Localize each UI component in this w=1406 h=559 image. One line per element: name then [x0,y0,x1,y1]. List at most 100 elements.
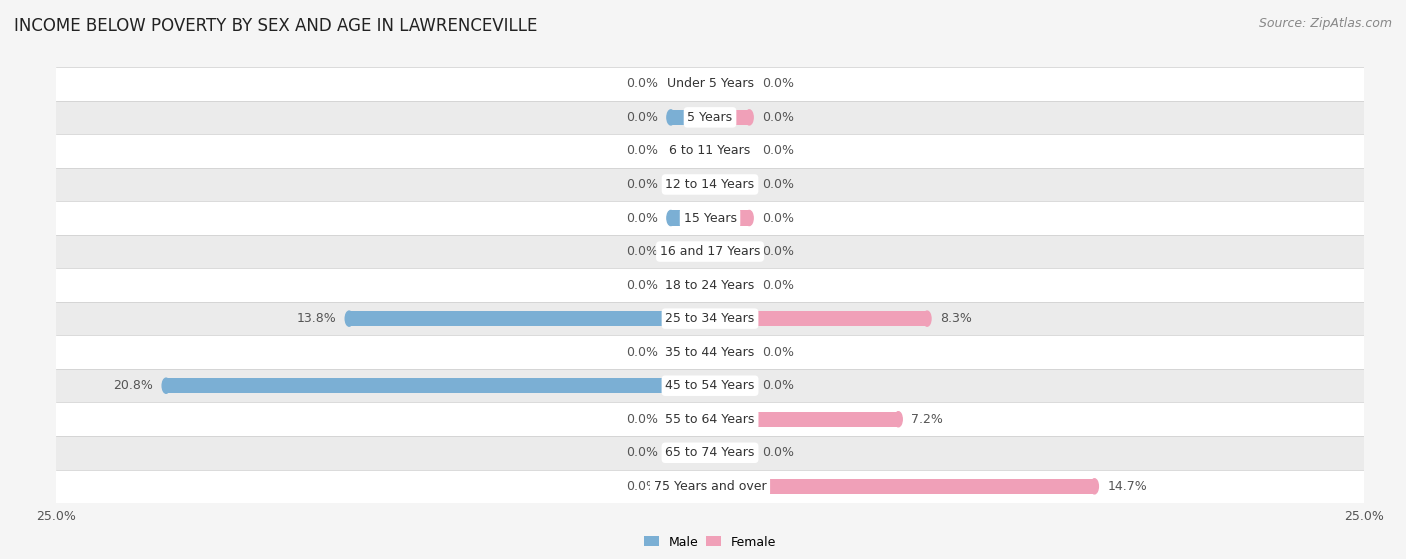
Ellipse shape [666,211,675,225]
Ellipse shape [666,479,675,494]
Text: 0.0%: 0.0% [626,111,658,124]
Text: 35 to 44 Years: 35 to 44 Years [665,345,755,359]
Text: 0.0%: 0.0% [762,278,794,292]
Text: 0.0%: 0.0% [762,178,794,191]
Bar [56,302,1364,335]
Bar [710,378,749,394]
Bar [56,335,1364,369]
Text: 25 to 34 Years: 25 to 34 Years [665,312,755,325]
Ellipse shape [745,277,754,292]
Bar [56,67,1364,101]
Text: 0.0%: 0.0% [762,345,794,359]
Bar [710,344,749,360]
Text: 20.8%: 20.8% [112,379,153,392]
Bar [710,311,927,326]
Bar [56,369,1364,402]
Text: 0.0%: 0.0% [762,245,794,258]
Bar [710,144,749,159]
Text: Under 5 Years: Under 5 Years [666,77,754,91]
Bar [56,436,1364,470]
Ellipse shape [666,411,675,427]
Text: 0.0%: 0.0% [762,144,794,158]
Text: 0.0%: 0.0% [626,278,658,292]
Text: INCOME BELOW POVERTY BY SEX AND AGE IN LAWRENCEVILLE: INCOME BELOW POVERTY BY SEX AND AGE IN L… [14,17,537,35]
Text: 12 to 14 Years: 12 to 14 Years [665,178,755,191]
Bar [671,110,710,125]
Bar [710,277,749,292]
Text: 7.2%: 7.2% [911,413,943,426]
Bar [710,76,749,91]
Bar [56,268,1364,302]
Text: 8.3%: 8.3% [941,312,972,325]
Bar [710,411,898,427]
Bar [710,445,749,461]
Ellipse shape [745,378,754,394]
Text: 0.0%: 0.0% [626,77,658,91]
Text: 0.0%: 0.0% [762,379,794,392]
Bar [671,144,710,159]
Text: 16 and 17 Years: 16 and 17 Years [659,245,761,258]
Ellipse shape [666,277,675,292]
Text: 0.0%: 0.0% [762,77,794,91]
Text: 65 to 74 Years: 65 to 74 Years [665,446,755,459]
Bar [671,479,710,494]
Ellipse shape [745,244,754,259]
Ellipse shape [666,76,675,91]
Text: 5 Years: 5 Years [688,111,733,124]
Text: 0.0%: 0.0% [626,345,658,359]
Bar [56,134,1364,168]
Legend: Male, Female: Male, Female [638,530,782,553]
Ellipse shape [346,311,353,326]
Text: 75 Years and over: 75 Years and over [654,480,766,493]
Bar [166,378,710,394]
Bar [56,402,1364,436]
Text: 0.0%: 0.0% [762,446,794,459]
Bar [710,244,749,259]
Bar [710,210,749,225]
Ellipse shape [745,177,754,192]
Text: 13.8%: 13.8% [297,312,336,325]
Bar [56,201,1364,235]
Ellipse shape [745,445,754,461]
Bar [56,168,1364,201]
Ellipse shape [745,76,754,91]
Bar [710,177,749,192]
Ellipse shape [666,143,675,158]
Bar [671,445,710,461]
Ellipse shape [666,177,675,192]
Ellipse shape [924,311,931,326]
Text: 0.0%: 0.0% [626,245,658,258]
Ellipse shape [666,110,675,125]
Bar [710,110,749,125]
Text: 14.7%: 14.7% [1108,480,1147,493]
Text: 0.0%: 0.0% [626,178,658,191]
Ellipse shape [162,378,170,394]
Ellipse shape [745,143,754,158]
Text: 0.0%: 0.0% [626,211,658,225]
Ellipse shape [745,344,754,360]
Text: 0.0%: 0.0% [626,413,658,426]
Bar [671,344,710,360]
Bar [349,311,710,326]
Bar [56,101,1364,134]
Ellipse shape [666,244,675,259]
Bar [671,244,710,259]
Text: 6 to 11 Years: 6 to 11 Years [669,144,751,158]
Text: 0.0%: 0.0% [626,446,658,459]
Text: 0.0%: 0.0% [626,480,658,493]
Text: 15 Years: 15 Years [683,211,737,225]
Bar [671,76,710,91]
Text: 0.0%: 0.0% [626,144,658,158]
Bar [671,177,710,192]
Text: 45 to 54 Years: 45 to 54 Years [665,379,755,392]
Bar [56,235,1364,268]
Text: 0.0%: 0.0% [762,211,794,225]
Text: 18 to 24 Years: 18 to 24 Years [665,278,755,292]
Text: 55 to 64 Years: 55 to 64 Years [665,413,755,426]
Text: Source: ZipAtlas.com: Source: ZipAtlas.com [1258,17,1392,30]
Bar [671,277,710,292]
Bar [710,479,1094,494]
Ellipse shape [666,344,675,360]
Ellipse shape [1091,479,1098,494]
Ellipse shape [745,110,754,125]
